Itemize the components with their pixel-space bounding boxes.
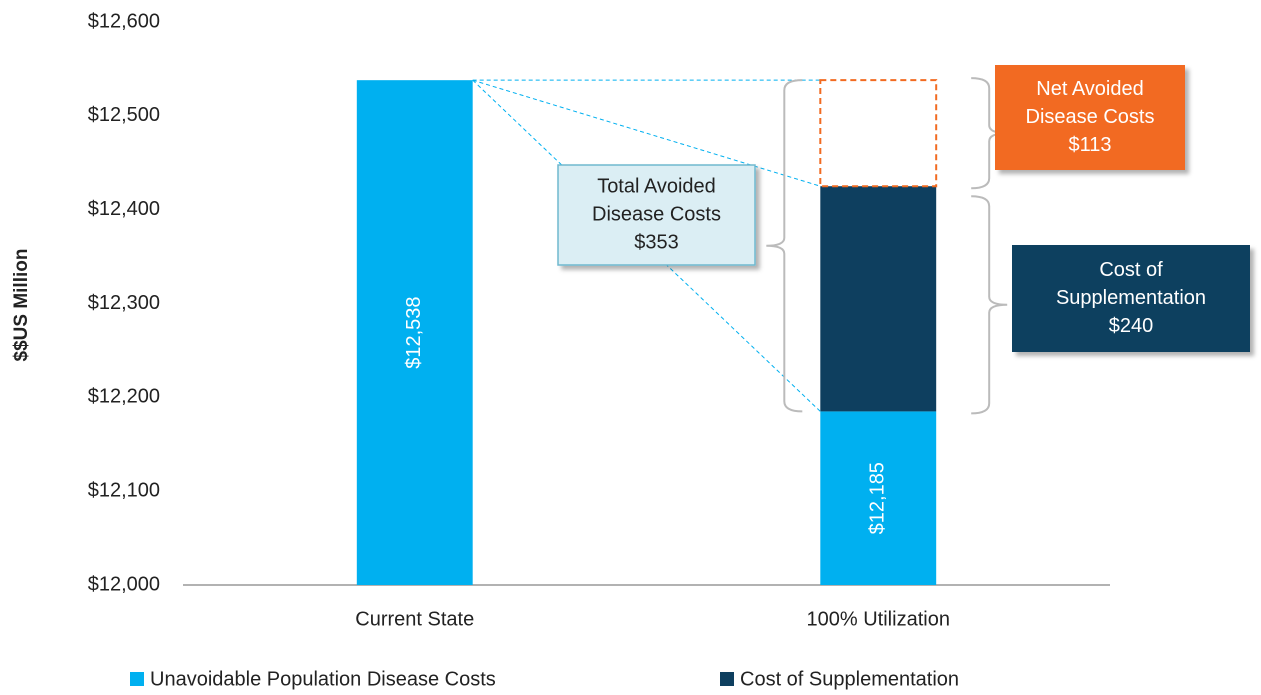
legend-label: Cost of Supplementation (740, 668, 959, 690)
y-tick-label: $12,500 (88, 104, 160, 126)
value-label: $12,185 (867, 462, 889, 534)
bar (820, 186, 937, 412)
y-tick-label: $12,100 (88, 479, 160, 501)
annotation-text: $353 (634, 231, 679, 253)
y-axis-label: $$US Million (11, 249, 32, 362)
annotation-text: Total Avoided (597, 175, 716, 197)
annotation-text: Disease Costs (1026, 106, 1155, 128)
y-tick-label: $12,400 (88, 198, 160, 220)
y-tick-label: $12,300 (88, 292, 160, 314)
connector (472, 79, 821, 187)
avoided-box (819, 79, 938, 188)
annotation-text: $113 (1068, 134, 1111, 156)
brace (766, 79, 803, 413)
annotation-box (995, 65, 1185, 170)
annotation-text: Supplementation (1056, 287, 1206, 309)
bar (356, 80, 473, 585)
annotation-text: Net Avoided (1036, 78, 1144, 100)
legend-label: Unavoidable Population Disease Costs (150, 668, 496, 690)
annotation-box (1012, 245, 1250, 352)
legend-swatch (130, 672, 144, 686)
y-tick-label: $12,000 (88, 573, 160, 595)
bar (820, 411, 937, 585)
x-tick-label: Current State (355, 608, 474, 630)
annotation-text: Disease Costs (592, 203, 721, 225)
brace (971, 195, 1008, 415)
legend-swatch (720, 672, 734, 686)
y-tick-label: $12,200 (88, 386, 160, 408)
x-tick-label: 100% Utilization (807, 608, 950, 630)
annotation-text: Cost of (1099, 259, 1163, 281)
annotation-box (557, 164, 756, 266)
value-label: $12,538 (403, 296, 425, 368)
y-tick-label: $12,600 (88, 10, 160, 32)
annotation-text: $240 (1109, 315, 1154, 337)
